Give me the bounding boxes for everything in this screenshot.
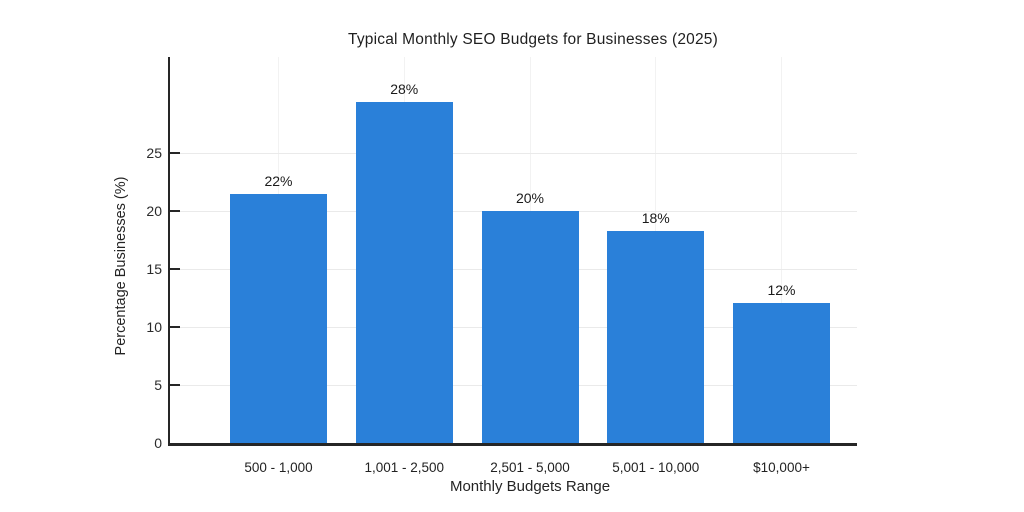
- bar: [355, 102, 453, 443]
- bar-value-label: 12%: [767, 281, 796, 298]
- y-tick-label: 5: [154, 376, 162, 393]
- x-tick-label: $10,000+: [753, 460, 810, 475]
- y-tick-label: 0: [154, 434, 162, 451]
- bar: [481, 211, 579, 443]
- y-tick-label: 15: [146, 260, 162, 277]
- y-tick-label: 25: [146, 144, 162, 161]
- y-tick-label: 10: [146, 318, 162, 335]
- bar: [607, 230, 705, 443]
- bar: [230, 193, 327, 443]
- x-axis-line: [168, 443, 857, 446]
- bar-value-label: 18%: [641, 209, 670, 226]
- plot-area: 22% 28% 20% 18% 12%: [170, 57, 857, 443]
- x-tick-label: 5,001 - 10,000: [612, 460, 700, 475]
- y-axis-line: [168, 57, 170, 446]
- bar-value-label: 28%: [390, 81, 419, 98]
- y-tick-mark: [170, 326, 180, 329]
- y-tick-mark: [170, 152, 180, 155]
- x-tick-label: 2,501 - 5,000: [490, 460, 570, 475]
- bar-value-label: 22%: [264, 172, 293, 189]
- y-tick-label: 20: [146, 202, 162, 219]
- y-tick-mark: [170, 210, 180, 213]
- bar-value-label: 20%: [515, 190, 545, 207]
- x-axis-title: Monthly Budgets Range: [449, 478, 611, 495]
- h-gridline: [170, 152, 857, 154]
- x-tick-label: 500 - 1,000: [244, 460, 313, 475]
- y-tick-mark: [170, 384, 180, 387]
- y-tick-mark: [170, 268, 180, 271]
- bar: [733, 302, 830, 443]
- chart-title: Typical Monthly SEO Budgets for Business…: [348, 31, 718, 48]
- x-tick-label: 1,001 - 2,500: [364, 460, 445, 475]
- v-gridline: [781, 57, 782, 443]
